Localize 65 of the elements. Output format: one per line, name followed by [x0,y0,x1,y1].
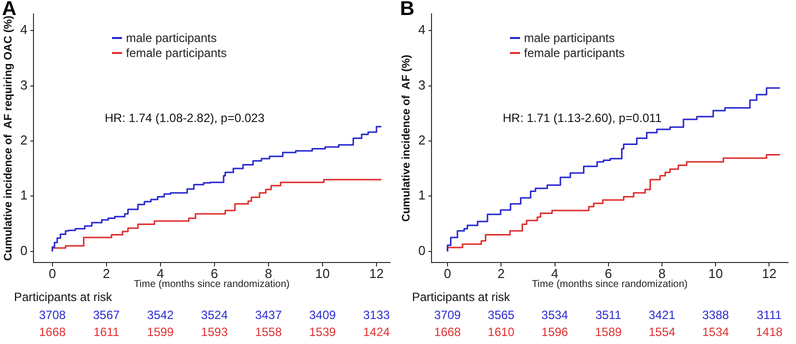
text: 3567 [93,308,120,322]
y-tick-label: 1 [418,188,426,203]
annotation: HR: 1.74 (1.08-2.82), p=0.023 [104,110,265,125]
text: 3409 [309,308,336,322]
x-tick-label: 4 [156,266,164,281]
text: 3133 [363,308,390,322]
text: 1424 [363,325,390,339]
text: 3524 [201,308,228,322]
x-tick-label: 10 [708,266,723,281]
x-tick-label: 0 [48,266,56,281]
legend-label: female participants [524,46,625,60]
text: Participants at risk [412,290,510,304]
text: 1610 [488,325,514,339]
y-tick-label: 0 [20,242,28,258]
y-tick-label: 1 [20,188,28,203]
x-tick-label: 8 [264,266,272,281]
text: 1593 [201,325,228,339]
x-tick-label: 10 [315,266,330,281]
x-tick-label: 6 [604,266,612,281]
text: 1668 [38,325,66,339]
text: 1534 [702,325,729,339]
x-tick-label: 4 [551,266,558,281]
text: 3542 [147,308,174,322]
legend-label: female participants [126,46,227,60]
text: 1599 [147,325,174,339]
text: 3565 [488,308,514,322]
text: 1589 [595,325,622,339]
text: 3388 [702,308,729,322]
y-axis-title: Cumulative incidence of AF requiring OAC (%) [2,15,15,261]
text: 3511 [595,308,622,322]
text: 1558 [255,325,282,339]
x-tick-label: 12 [762,266,776,281]
y-tick-label: 3 [20,77,28,92]
x-tick-label: 6 [210,266,218,281]
x-tick-label: 2 [102,266,110,281]
text: 1611 [93,325,120,339]
x-tick-label: 12 [369,266,384,281]
x-tick-label: 0 [444,266,452,281]
text: 1418 [756,325,783,339]
text: 1539 [309,325,336,339]
x-tick-label: 2 [498,266,505,281]
x-tick-label: 8 [658,266,666,281]
y-tick-label: 2 [418,132,426,148]
text: 3421 [648,308,676,322]
y-tick-label: 4 [20,22,28,38]
text: 1668 [434,325,461,339]
x-axis-title: Time (months since randomization) [134,278,290,290]
text: 3534 [541,308,568,322]
text: 1554 [648,325,676,339]
text: 3709 [434,308,461,322]
y-tick-label: 4 [418,22,426,38]
text: Participants at risk [14,290,112,304]
text: 3708 [38,308,66,322]
legend-label: male participants [126,30,217,44]
text: 3437 [255,308,282,322]
y-tick-label: 0 [418,242,426,258]
text: 1596 [541,325,568,339]
annotation: HR: 1.71 (1.13-2.60), p=0.011 [502,110,662,125]
y-axis-title: Cumulative incidence of AF (%) [400,54,413,222]
legend-label: male participants [524,30,615,44]
y-tick-label: 3 [418,77,426,92]
chart-title: B [400,0,414,21]
text: 3111 [756,308,782,322]
x-axis-title: Time (months since randomization) [532,278,688,290]
y-tick-label: 2 [20,132,28,148]
